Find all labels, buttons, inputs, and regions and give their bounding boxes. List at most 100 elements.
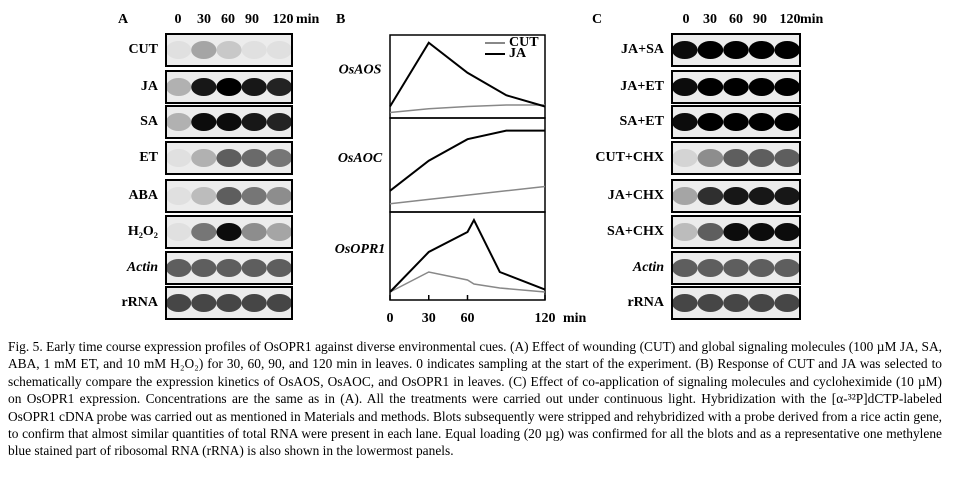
- row-label: ABA: [128, 188, 158, 203]
- legend-label: CUT: [509, 35, 539, 50]
- band: [774, 187, 800, 205]
- figure: A 0 30 60 90 120 minCUTJASAETABAH₂O₂ActinrRNAC…: [118, 12, 824, 326]
- row-label: SA+ET: [619, 114, 664, 129]
- series-line: [389, 41, 546, 108]
- x-tick-label: 30: [422, 311, 436, 326]
- band: [723, 78, 749, 96]
- row-label: H₂O₂: [128, 224, 158, 239]
- band: [241, 187, 267, 205]
- series-line: [389, 185, 546, 205]
- column-header: 30: [703, 12, 717, 27]
- row-label: ET: [139, 150, 158, 165]
- band: [266, 149, 292, 167]
- row-label: CUT+CHX: [595, 150, 664, 165]
- band: [672, 294, 698, 312]
- band: [241, 113, 267, 131]
- column-header: 90: [245, 12, 259, 27]
- column-header: 120: [273, 12, 294, 27]
- row-label: SA+CHX: [607, 224, 664, 239]
- band: [672, 41, 698, 59]
- band: [166, 294, 192, 312]
- band: [241, 259, 267, 277]
- column-header: 0: [683, 12, 690, 27]
- row-label: Actin: [632, 260, 664, 275]
- column-header: 60: [221, 12, 235, 27]
- band: [774, 41, 800, 59]
- band: [723, 113, 749, 131]
- band: [191, 78, 217, 96]
- x-tick-label: 120: [535, 311, 556, 326]
- band: [774, 78, 800, 96]
- series-line: [389, 271, 546, 293]
- band: [216, 223, 242, 241]
- band: [723, 41, 749, 59]
- column-header: 90: [753, 12, 767, 27]
- band: [266, 294, 292, 312]
- band: [697, 149, 724, 167]
- column-header: 0: [175, 12, 182, 27]
- band: [266, 78, 292, 96]
- row-label: SA: [140, 114, 159, 129]
- row-label: rRNA: [121, 295, 158, 310]
- band: [723, 294, 749, 312]
- column-unit: min: [296, 12, 320, 27]
- column-unit: min: [800, 12, 824, 27]
- band: [748, 149, 775, 167]
- series-line: [389, 217, 546, 293]
- band: [241, 294, 267, 312]
- band: [774, 294, 800, 312]
- band: [166, 41, 192, 59]
- band: [672, 259, 698, 277]
- column-header: 60: [729, 12, 743, 27]
- chart-title: OsAOS: [339, 63, 382, 78]
- caption: Fig. 5. Early time course expression pro…: [8, 339, 942, 459]
- row-label: CUT: [128, 42, 158, 57]
- band: [723, 259, 749, 277]
- row-label: rRNA: [627, 295, 664, 310]
- band: [241, 223, 267, 241]
- band: [241, 149, 267, 167]
- band: [748, 187, 775, 205]
- band: [723, 149, 749, 167]
- x-tick-label: 0: [387, 311, 394, 326]
- band: [266, 187, 292, 205]
- band: [216, 294, 242, 312]
- band: [672, 149, 698, 167]
- band: [216, 41, 242, 59]
- band: [191, 113, 217, 131]
- band: [748, 113, 775, 131]
- band: [216, 78, 242, 96]
- band: [723, 187, 749, 205]
- band: [216, 149, 242, 167]
- row-label: JA: [141, 79, 159, 94]
- band: [241, 41, 267, 59]
- panel-label: C: [592, 12, 602, 27]
- band: [266, 41, 292, 59]
- chart-title: OsAOC: [338, 151, 383, 166]
- chart-frame: [389, 117, 546, 213]
- blot: [165, 33, 293, 67]
- band: [266, 259, 292, 277]
- band: [191, 149, 217, 167]
- row-label: JA+CHX: [608, 188, 664, 203]
- band: [191, 41, 217, 59]
- band: [216, 187, 242, 205]
- band: [241, 78, 267, 96]
- band: [748, 294, 775, 312]
- series-line: [389, 104, 545, 114]
- band: [748, 223, 775, 241]
- panel-label: B: [336, 12, 345, 27]
- chart-title: OsOPR1: [335, 242, 386, 257]
- band: [672, 78, 698, 96]
- band: [697, 113, 724, 131]
- chart-frame: [389, 211, 546, 301]
- band: [191, 187, 217, 205]
- band: [723, 223, 749, 241]
- band: [672, 113, 698, 131]
- band: [697, 41, 724, 59]
- x-tick-label: 60: [461, 311, 475, 326]
- band: [774, 259, 800, 277]
- band: [266, 223, 292, 241]
- column-header: 120: [780, 12, 801, 27]
